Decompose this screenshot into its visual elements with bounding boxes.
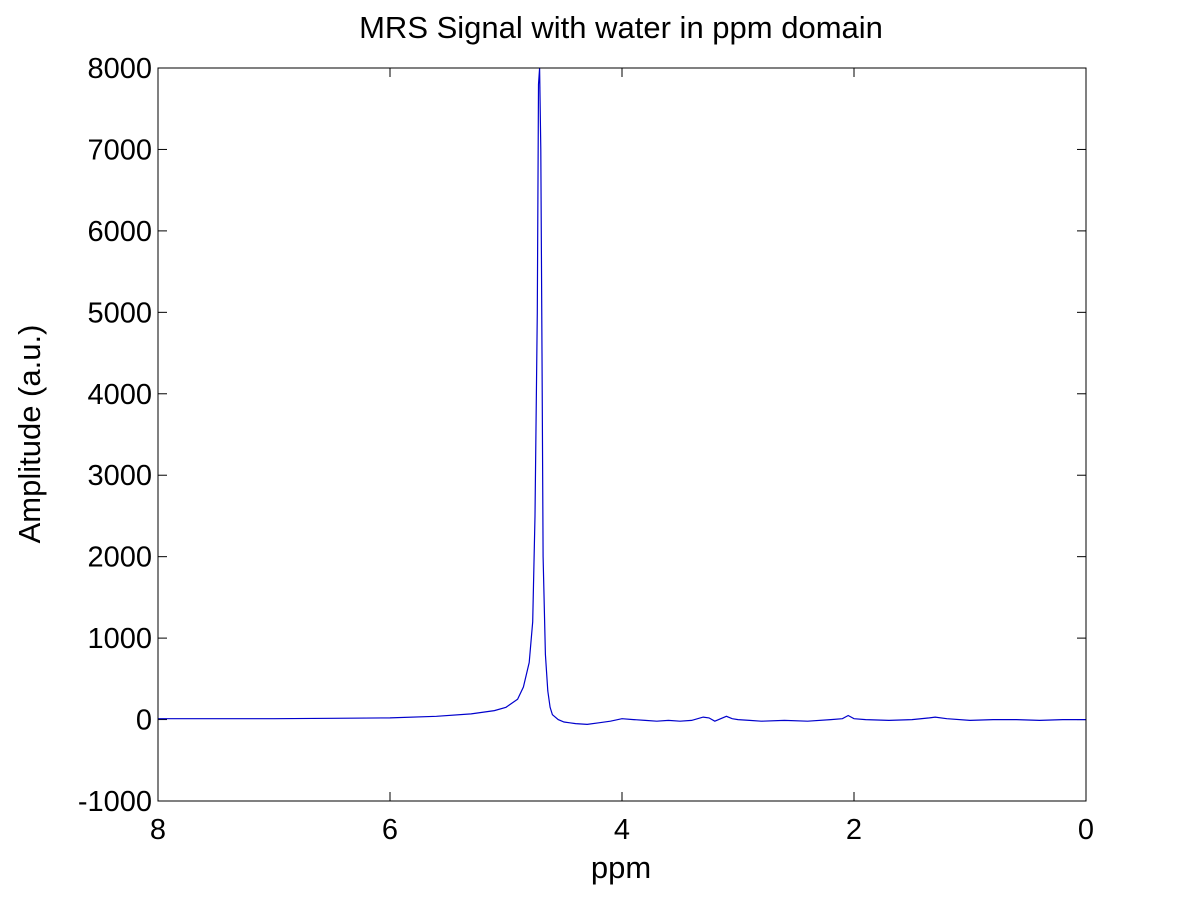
x-tick-label: 4 — [614, 814, 630, 846]
x-tick-label: 2 — [846, 814, 862, 846]
y-tick-label: 1000 — [87, 623, 152, 655]
y-tick-label: -1000 — [78, 786, 152, 818]
y-tick-label: 5000 — [87, 297, 152, 329]
plot-area — [158, 68, 1086, 801]
y-tick-label: 3000 — [87, 460, 152, 492]
y-tick-label: 7000 — [87, 134, 152, 166]
y-axis-label: Amplitude (a.u.) — [12, 325, 47, 544]
chart-title: MRS Signal with water in ppm domain — [359, 10, 883, 45]
x-axis-label: ppm — [591, 850, 651, 885]
x-tick-label: 6 — [382, 814, 398, 846]
y-tick-label: 0 — [136, 705, 152, 737]
y-tick-label: 8000 — [87, 53, 152, 85]
series-line — [158, 67, 1086, 726]
y-tick-label: 6000 — [87, 216, 152, 248]
x-tick-label: 8 — [150, 814, 166, 846]
axis-tick-labels: 8 6 4 2 0 -1000 0 1000 2000 3000 4000 5000 6000 7000 8… — [78, 53, 1094, 846]
plot-background — [158, 68, 1086, 801]
y-tick-label: 4000 — [87, 379, 152, 411]
y-tick-label: 2000 — [87, 542, 152, 574]
x-tick-label: 0 — [1078, 814, 1094, 846]
plot-frame — [157, 67, 1087, 802]
